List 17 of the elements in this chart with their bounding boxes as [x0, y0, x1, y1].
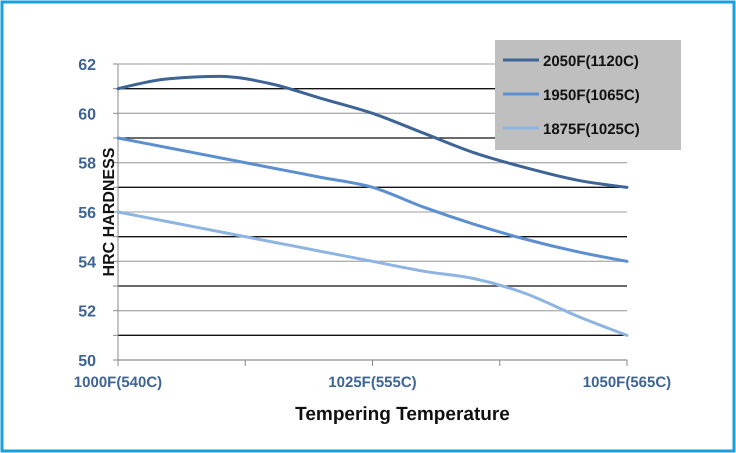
x-tick-label: 1025F(555C): [328, 374, 417, 391]
y-tick-label: 50: [78, 353, 96, 370]
y-tick-label: 54: [78, 254, 96, 272]
x-tick-label: 1050F(565C): [582, 374, 672, 391]
y-tick-label: 56: [78, 205, 96, 222]
legend-label: 1950F(1065C): [543, 87, 640, 104]
y-tick-label: 62: [78, 57, 96, 74]
y-tick-label: 58: [78, 156, 96, 173]
legend-label: 1875F(1025C): [543, 121, 640, 138]
line-series: [116, 136, 628, 263]
legend-label: 2050F(1120C): [543, 53, 639, 70]
y-axis-title: HRC HARDNESS: [101, 147, 118, 276]
y-tick-label: 52: [78, 304, 96, 321]
x-axis-title: Tempering Temperature: [295, 404, 510, 425]
x-tick-label: 1000F(540C): [74, 374, 162, 391]
line-series: [116, 210, 628, 337]
y-tick-label: 60: [78, 106, 96, 124]
